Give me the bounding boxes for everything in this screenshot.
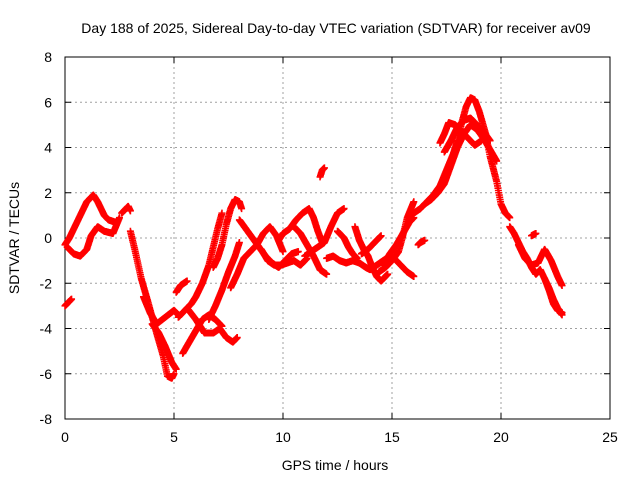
series-track-32: [436, 119, 485, 149]
data-point: [172, 365, 180, 373]
series-track-24: [357, 232, 385, 258]
data-point: [377, 232, 385, 240]
series-track-1: [61, 191, 119, 249]
series-track-14: [227, 223, 287, 292]
data-points: [61, 94, 566, 382]
chart-title: Day 188 of 2025, Sidereal Day-to-day VTE…: [81, 20, 591, 36]
data-point: [410, 198, 418, 206]
series-track-9: [174, 209, 226, 321]
y-tick-label: 8: [44, 49, 52, 65]
y-tick-label: 2: [44, 185, 52, 201]
series-track-4: [61, 295, 76, 310]
x-tick-label: 15: [384, 429, 400, 445]
y-tick-label: 6: [44, 94, 52, 110]
data-point: [320, 164, 328, 172]
data-point: [558, 282, 566, 290]
series-track-27: [390, 254, 418, 280]
y-tick-label: -8: [40, 411, 53, 427]
series-track-28: [414, 236, 429, 249]
series-track-13: [205, 239, 243, 323]
data-point: [410, 272, 418, 280]
y-tick-label: -4: [40, 321, 53, 337]
series-track-22: [334, 227, 361, 262]
series-track-12: [209, 196, 246, 271]
data-point: [421, 236, 429, 244]
data-point: [353, 254, 361, 262]
series-track-26: [379, 214, 418, 269]
x-tick-label: 10: [275, 429, 291, 445]
data-point: [532, 229, 540, 237]
data-point: [279, 248, 287, 256]
data-point: [183, 277, 191, 285]
data-point: [116, 214, 123, 222]
series-track-11: [183, 304, 241, 346]
axis-ticks: 0 5 10 15 20 25 -8 -6 -4 -2 0 2 4 6 8: [40, 49, 618, 445]
y-tick-label: 0: [44, 230, 52, 246]
data-point: [170, 370, 178, 378]
y-axis-label: SDTVAR / TECUs: [6, 182, 22, 294]
series-track-18: [290, 223, 331, 278]
series-track-2: [63, 214, 123, 260]
y-tick-label: 4: [44, 140, 52, 156]
series-track-23: [351, 223, 392, 285]
x-tick-label: 25: [602, 429, 618, 445]
data-point: [233, 334, 241, 342]
x-tick-label: 5: [170, 429, 178, 445]
x-tick-label: 0: [61, 429, 69, 445]
y-tick-label: -6: [40, 366, 53, 382]
series-track-20: [301, 205, 348, 260]
series-track-36: [528, 229, 540, 240]
series-track-7: [148, 320, 180, 373]
series-track-8: [172, 277, 191, 296]
x-tick-label: 20: [493, 429, 509, 445]
data-point: [126, 207, 134, 215]
grid-lines: [65, 57, 610, 419]
series-track-3: [118, 202, 134, 217]
x-axis-label: GPS time / hours: [282, 457, 389, 473]
data-point: [238, 205, 246, 213]
series-track-6: [139, 293, 182, 328]
data-point: [506, 214, 514, 222]
series-track-35: [541, 275, 566, 317]
data-point: [68, 295, 76, 303]
y-tick-label: -2: [40, 275, 53, 291]
series-track-19: [316, 164, 328, 181]
data-point: [218, 209, 226, 217]
data-point: [558, 309, 566, 317]
series-track-16: [257, 245, 311, 269]
data-point: [486, 137, 494, 145]
data-point: [235, 239, 243, 247]
data-point: [477, 137, 485, 145]
data-point: [340, 205, 348, 213]
data-point: [294, 248, 302, 256]
data-point: [323, 270, 331, 278]
data-point: [493, 157, 501, 165]
series-track-34: [514, 241, 566, 290]
data-point: [384, 270, 392, 278]
series-track-10: [179, 311, 226, 357]
